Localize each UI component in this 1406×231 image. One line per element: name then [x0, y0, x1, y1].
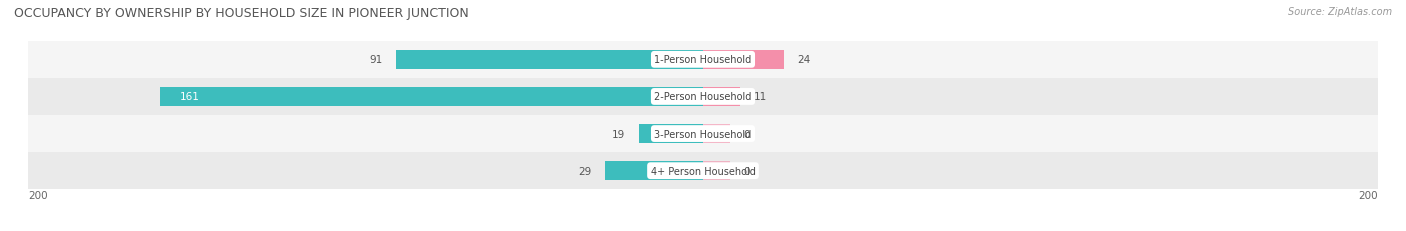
Bar	[703, 50, 785, 70]
Bar	[28, 79, 1378, 116]
Bar	[703, 87, 740, 107]
Text: 4+ Person Household: 4+ Person Household	[651, 166, 755, 176]
Text: 0: 0	[744, 166, 749, 176]
Text: OCCUPANCY BY OWNERSHIP BY HOUSEHOLD SIZE IN PIONEER JUNCTION: OCCUPANCY BY OWNERSHIP BY HOUSEHOLD SIZE…	[14, 7, 468, 20]
Text: 24: 24	[797, 55, 811, 65]
Text: 1-Person Household: 1-Person Household	[654, 55, 752, 65]
Text: 0: 0	[744, 129, 749, 139]
Bar	[28, 116, 1378, 152]
Text: 91: 91	[370, 55, 382, 65]
Text: 3-Person Household: 3-Person Household	[654, 129, 752, 139]
Bar	[28, 42, 1378, 79]
Bar	[703, 161, 730, 181]
Bar	[605, 161, 703, 181]
Text: 2-Person Household: 2-Person Household	[654, 92, 752, 102]
Bar	[396, 50, 703, 70]
Bar	[160, 87, 703, 107]
Bar	[638, 124, 703, 144]
Bar	[703, 124, 730, 144]
Text: 200: 200	[1358, 190, 1378, 200]
Text: Source: ZipAtlas.com: Source: ZipAtlas.com	[1288, 7, 1392, 17]
Text: 11: 11	[754, 92, 766, 102]
Text: 19: 19	[612, 129, 626, 139]
Text: 29: 29	[578, 166, 592, 176]
Text: 161: 161	[180, 92, 200, 102]
Bar	[28, 152, 1378, 189]
Text: 200: 200	[28, 190, 48, 200]
